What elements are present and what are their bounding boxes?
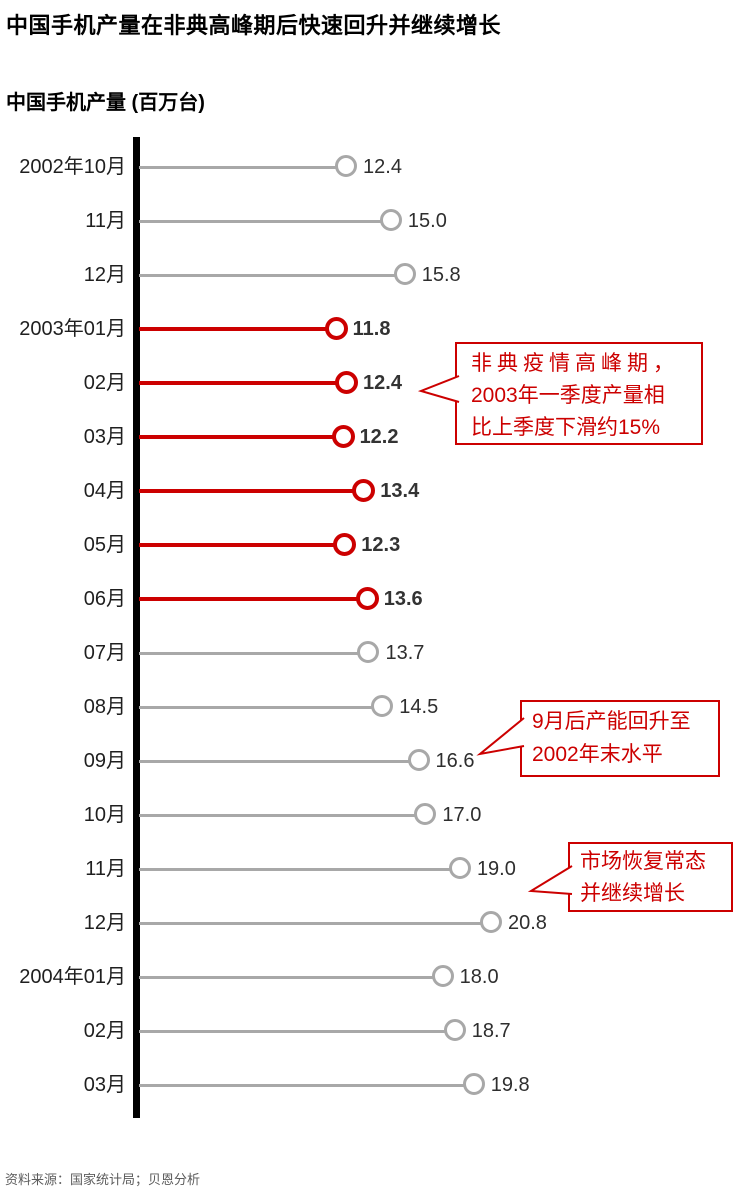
lollipop-marker	[335, 371, 359, 394]
callout-pointer	[527, 865, 573, 895]
lollipop-stem	[139, 165, 348, 169]
value-label: 18.7	[471, 1020, 511, 1042]
lollipop-stem	[139, 813, 427, 817]
value-label: 19.8	[490, 1074, 530, 1096]
category-label: 03月	[83, 1074, 126, 1096]
category-label: 2002年10月	[19, 156, 126, 178]
lollipop-stem	[139, 488, 365, 494]
category-label: 02月	[83, 1020, 126, 1042]
lollipop-marker	[352, 479, 376, 502]
category-label: 11月	[85, 210, 126, 232]
lollipop-marker	[431, 965, 454, 987]
annotation-capacity-recovery: 9月后产能回升至 2002年末水平	[520, 700, 720, 777]
lollipop-stem	[139, 975, 444, 979]
category-label: 05月	[83, 534, 126, 556]
lollipop-marker	[355, 587, 379, 610]
source-note: 资料来源：国家统计局；贝恩分析	[5, 1172, 201, 1187]
category-label: 06月	[83, 588, 126, 610]
value-label: 13.6	[383, 588, 423, 610]
annotation-text: 市场恢复常态	[580, 850, 706, 873]
category-label: 11月	[85, 858, 126, 880]
value-label: 15.0	[407, 210, 447, 232]
lollipop-marker	[371, 695, 394, 717]
callout-pointer	[476, 717, 525, 756]
value-label: 16.6	[435, 750, 475, 772]
lollipop-marker	[448, 857, 471, 879]
lollipop-stem	[139, 759, 420, 763]
category-label: 09月	[83, 750, 126, 772]
value-label: 12.4	[363, 156, 402, 178]
value-label: 18.0	[459, 966, 499, 988]
page-title: 中国手机产量在非典高峰期后快速回升并继续增长	[6, 13, 502, 38]
value-label: 11.8	[352, 318, 391, 340]
lollipop-marker	[333, 533, 357, 556]
value-label: 17.0	[442, 804, 482, 826]
value-label: 15.8	[421, 264, 461, 286]
annotation-text: 2003年一季度产量相	[471, 384, 665, 407]
category-label: 08月	[83, 696, 126, 718]
lollipop-stem	[139, 219, 392, 223]
lollipop-marker	[462, 1073, 485, 1095]
lollipop-stem	[139, 651, 370, 655]
category-label: 03月	[83, 426, 126, 448]
annotation-text: 并继续增长	[580, 882, 685, 905]
value-label: 19.0	[476, 858, 516, 880]
category-label: 02月	[83, 372, 126, 394]
lollipop-marker	[480, 911, 502, 933]
annotation-text: 比上季度下滑约15%	[471, 416, 661, 439]
chart-subtitle: 中国手机产量 (百万台)	[6, 92, 205, 114]
value-label: 13.4	[380, 480, 420, 502]
lollipop-marker	[443, 1019, 466, 1041]
value-label: 13.7	[385, 642, 425, 664]
category-label: 04月	[83, 480, 126, 502]
category-label: 12月	[83, 264, 126, 286]
lollipop-stem	[139, 921, 492, 925]
category-label: 07月	[83, 642, 126, 664]
lollipop-marker	[414, 803, 437, 825]
category-label: 12月	[83, 912, 126, 934]
lollipop-marker	[393, 263, 416, 285]
lollipop-stem	[139, 273, 406, 277]
lollipop-marker	[335, 155, 358, 177]
lollipop-stem	[139, 542, 346, 548]
lollipop-stem	[139, 705, 384, 709]
lollipop-marker	[379, 209, 402, 231]
lollipop-marker	[407, 749, 430, 771]
lollipop-marker	[324, 317, 348, 340]
lollipop-stem	[139, 434, 344, 440]
value-label: 12.3	[361, 534, 401, 556]
category-label: 2003年01月	[19, 318, 126, 340]
annotation-continued-growth: 市场恢复常态 并继续增长	[568, 842, 733, 912]
lollipop-stem	[139, 1029, 456, 1033]
value-label: 14.5	[399, 696, 439, 718]
annotation-text: 非典疫情高峰期，	[471, 352, 679, 375]
value-label: 20.8	[508, 912, 547, 934]
lollipop-marker	[331, 425, 355, 448]
lollipop-stem	[139, 1083, 475, 1087]
value-label: 12.4	[363, 372, 402, 394]
category-label: 2004年01月	[19, 966, 126, 988]
annotation-sars-peak: 非典疫情高峰期， 2003年一季度产量相 比上季度下滑约15%	[455, 342, 703, 445]
lollipop-stem	[139, 596, 368, 602]
value-label: 12.2	[359, 426, 399, 448]
callout-pointer	[417, 375, 460, 403]
annotation-text: 9月后产能回升至	[532, 710, 691, 733]
lollipop-stem	[139, 380, 348, 386]
lollipop-stem	[139, 867, 461, 871]
lollipop-marker	[357, 641, 380, 663]
annotation-text: 2002年末水平	[532, 743, 663, 766]
lollipop-stem	[139, 326, 337, 332]
y-axis-line	[133, 137, 140, 1118]
category-label: 10月	[83, 804, 126, 826]
